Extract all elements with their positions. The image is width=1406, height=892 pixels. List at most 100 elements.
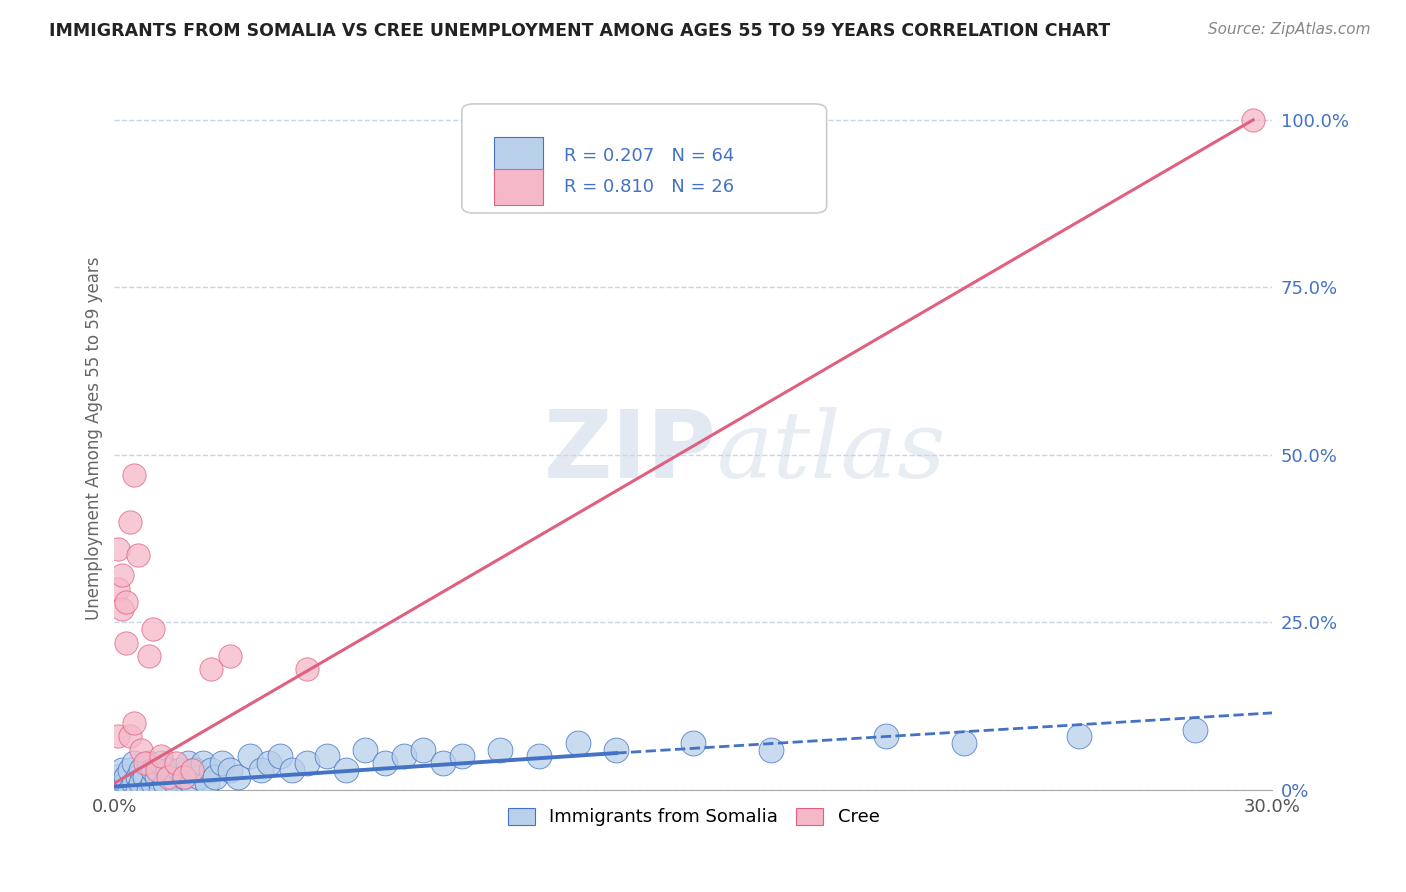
Point	[195, 776, 218, 790]
Point	[281, 763, 304, 777]
Point	[146, 763, 169, 777]
Point	[1241, 112, 1264, 127]
Point	[122, 756, 145, 771]
Point	[165, 756, 187, 771]
Point	[759, 742, 782, 756]
Point	[122, 776, 145, 790]
Point	[142, 776, 165, 790]
Point	[489, 742, 512, 756]
Point	[122, 715, 145, 730]
Point	[952, 736, 974, 750]
Text: ZIP: ZIP	[544, 406, 717, 499]
Point	[269, 749, 291, 764]
Point	[527, 749, 550, 764]
Point	[131, 763, 153, 777]
Point	[134, 770, 156, 784]
Point	[238, 749, 260, 764]
Point	[111, 568, 134, 582]
Point	[103, 783, 125, 797]
Point	[450, 749, 472, 764]
Point	[127, 783, 149, 797]
Point	[107, 582, 129, 596]
Point	[193, 756, 215, 771]
Point	[134, 756, 156, 771]
Point	[157, 763, 180, 777]
Point	[315, 749, 337, 764]
Point	[142, 763, 165, 777]
Point	[118, 783, 141, 797]
Point	[138, 648, 160, 663]
Point	[149, 749, 172, 764]
Point	[157, 770, 180, 784]
Legend: Immigrants from Somalia, Cree: Immigrants from Somalia, Cree	[501, 800, 887, 834]
Point	[226, 770, 249, 784]
Text: Source: ZipAtlas.com: Source: ZipAtlas.com	[1208, 22, 1371, 37]
Point	[605, 742, 627, 756]
Point	[180, 763, 202, 777]
Point	[111, 783, 134, 797]
Point	[392, 749, 415, 764]
Point	[149, 756, 172, 771]
Point	[173, 770, 195, 784]
Point	[111, 763, 134, 777]
Point	[115, 635, 138, 649]
Point	[682, 736, 704, 750]
Point	[107, 776, 129, 790]
Point	[354, 742, 377, 756]
Point	[335, 763, 357, 777]
Point	[118, 515, 141, 529]
Point	[138, 756, 160, 771]
Point	[153, 776, 176, 790]
Point	[149, 783, 172, 797]
Point	[111, 602, 134, 616]
Bar	[495, 137, 543, 174]
Point	[257, 756, 280, 771]
Point	[211, 756, 233, 771]
Point	[118, 729, 141, 743]
Bar	[495, 169, 543, 205]
Point	[204, 770, 226, 784]
Point	[162, 770, 184, 784]
Point	[165, 776, 187, 790]
Point	[177, 756, 200, 771]
Point	[297, 662, 319, 676]
Point	[115, 770, 138, 784]
Point	[122, 468, 145, 483]
Point	[188, 770, 211, 784]
Point	[107, 770, 129, 784]
Point	[250, 763, 273, 777]
Point	[146, 770, 169, 784]
Text: IMMIGRANTS FROM SOMALIA VS CREE UNEMPLOYMENT AMONG AGES 55 TO 59 YEARS CORRELATI: IMMIGRANTS FROM SOMALIA VS CREE UNEMPLOY…	[49, 22, 1111, 40]
Point	[219, 648, 242, 663]
Text: R = 0.810   N = 26: R = 0.810 N = 26	[564, 178, 734, 196]
Point	[142, 622, 165, 636]
Point	[200, 763, 222, 777]
FancyBboxPatch shape	[461, 104, 827, 213]
Point	[219, 763, 242, 777]
Point	[374, 756, 396, 771]
Point	[127, 770, 149, 784]
Point	[127, 549, 149, 563]
Point	[200, 662, 222, 676]
Point	[169, 763, 191, 777]
Point	[412, 742, 434, 756]
Point	[180, 776, 202, 790]
Point	[115, 595, 138, 609]
Point	[173, 770, 195, 784]
Point	[1069, 729, 1091, 743]
Point	[107, 541, 129, 556]
Point	[138, 783, 160, 797]
Text: atlas: atlas	[717, 408, 946, 497]
Point	[115, 776, 138, 790]
Text: R = 0.207   N = 64: R = 0.207 N = 64	[564, 146, 734, 165]
Point	[297, 756, 319, 771]
Point	[184, 763, 207, 777]
Point	[875, 729, 897, 743]
Point	[1184, 723, 1206, 737]
Y-axis label: Unemployment Among Ages 55 to 59 years: Unemployment Among Ages 55 to 59 years	[86, 256, 103, 620]
Point	[432, 756, 454, 771]
Point	[131, 742, 153, 756]
Point	[118, 763, 141, 777]
Point	[567, 736, 589, 750]
Point	[131, 776, 153, 790]
